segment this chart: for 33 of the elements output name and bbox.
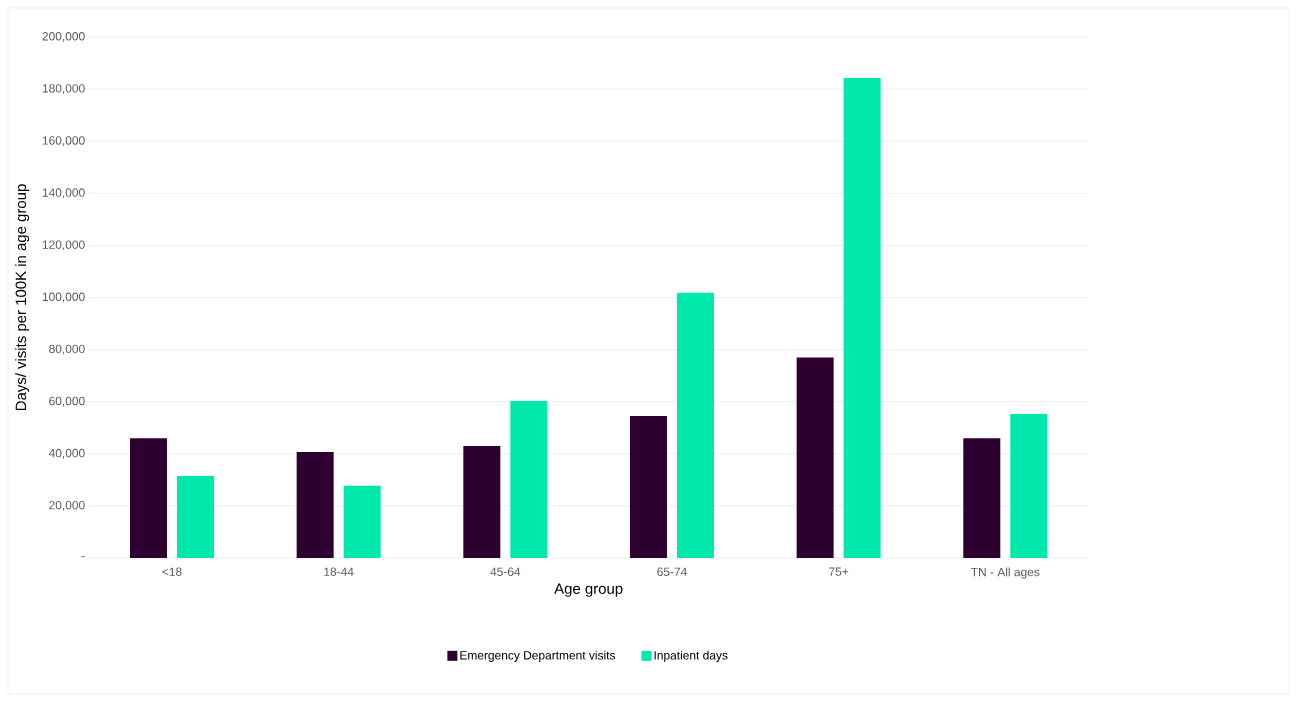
bar	[629, 416, 667, 558]
x-tick-label: 65-74	[657, 567, 687, 576]
y-tick-label: 160,000	[42, 136, 85, 147]
y-tick-label: 100,000	[42, 292, 85, 303]
y-tick-label: 80,000	[49, 344, 85, 355]
bar	[296, 451, 334, 558]
y-tick-label: 60,000	[49, 396, 85, 407]
bar	[177, 475, 215, 558]
y-tick-label: 120,000	[42, 240, 85, 251]
bar	[130, 438, 168, 558]
x-tick-label: <18	[162, 567, 182, 576]
bar	[843, 77, 881, 558]
y-tick-label: 180,000	[42, 84, 85, 95]
legend-label: Inpatient days	[654, 650, 728, 662]
bar	[963, 438, 1001, 558]
bar	[510, 400, 548, 558]
x-tick-label: TN - All ages	[971, 567, 1040, 579]
y-tick-label: -	[81, 556, 85, 558]
bar	[676, 292, 714, 558]
x-axis-title: Age group	[554, 583, 623, 597]
y-axis-title: Days/ visits per 100K in age group	[15, 184, 30, 411]
bar	[796, 357, 834, 558]
x-tick-label: 45-64	[490, 567, 521, 576]
x-tick-label: 18-44	[324, 567, 354, 576]
bar	[343, 485, 381, 558]
x-tick-label: 75+	[829, 567, 849, 576]
y-tick-label: 20,000	[49, 500, 85, 511]
bar	[463, 445, 501, 558]
y-tick-label: 140,000	[42, 188, 85, 199]
y-tick-label: 200,000	[42, 32, 85, 42]
bar	[1010, 413, 1048, 558]
legend-label: Emergency Department visits	[460, 650, 616, 662]
y-tick-label: 40,000	[48, 448, 85, 459]
